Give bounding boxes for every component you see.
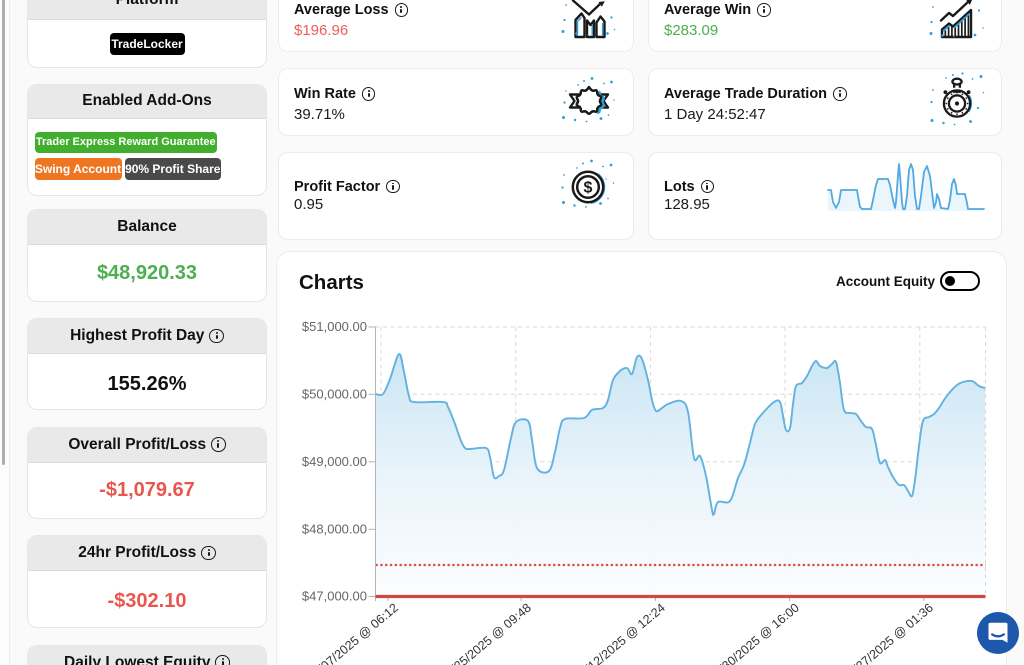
svg-text:$51,000.00: $51,000.00 <box>302 319 367 334</box>
svg-text:01/07/2025 @ 06:12: 01/07/2025 @ 06:12 <box>305 601 401 665</box>
svg-text:$47,000.00: $47,000.00 <box>302 589 367 604</box>
svg-text:$48,000.00: $48,000.00 <box>302 521 367 536</box>
svg-text:01/25/2025 @ 09:48: 01/25/2025 @ 09:48 <box>438 601 534 665</box>
svg-text:03/30/2025 @ 16:00: 03/30/2025 @ 16:00 <box>706 601 802 665</box>
svg-text:$: $ <box>584 180 593 197</box>
svg-text:$50,000.00: $50,000.00 <box>302 386 367 401</box>
svg-text:04/27/2025 @ 01:36: 04/27/2025 @ 01:36 <box>840 601 936 665</box>
svg-text:02/12/2025 @ 12:24: 02/12/2025 @ 12:24 <box>572 601 668 665</box>
svg-text:$49,000.00: $49,000.00 <box>302 454 367 469</box>
